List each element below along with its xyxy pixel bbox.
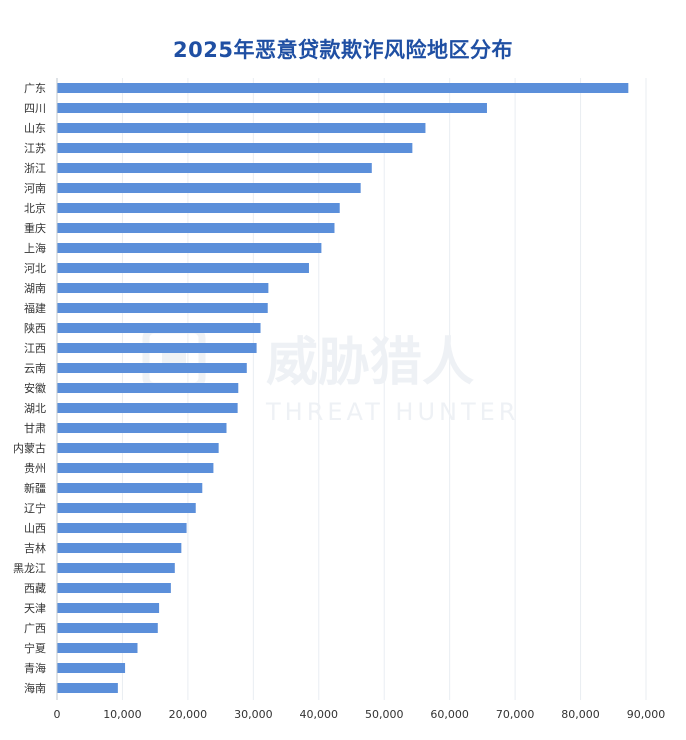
category-label: 云南 xyxy=(24,362,46,375)
bar xyxy=(57,503,196,513)
category-labels: 广东四川山东江苏浙江河南北京重庆上海河北湖南福建陕西江西云南安徽湖北甘肃内蒙古贵… xyxy=(13,82,46,695)
category-label: 西藏 xyxy=(24,582,46,595)
category-label: 山东 xyxy=(24,122,46,135)
bar xyxy=(57,383,239,393)
category-label: 甘肃 xyxy=(24,422,46,435)
bar xyxy=(57,243,322,253)
category-label: 安徽 xyxy=(24,381,46,395)
bar xyxy=(57,523,187,533)
bar xyxy=(57,223,335,233)
x-tick-label: 90,000 xyxy=(627,708,666,721)
category-label: 湖南 xyxy=(24,282,46,295)
x-tick-label: 60,000 xyxy=(430,708,469,721)
category-label: 陕西 xyxy=(24,321,46,335)
bar xyxy=(57,83,629,93)
bar xyxy=(57,343,257,353)
category-label: 浙江 xyxy=(24,162,46,175)
bar xyxy=(57,443,219,453)
bar xyxy=(57,603,160,613)
watermark-logo-icon xyxy=(142,326,206,390)
chart-title: 2025年恶意贷款欺诈风险地区分布 xyxy=(173,38,513,62)
bar xyxy=(57,683,118,693)
category-label: 海南 xyxy=(24,681,46,695)
bar xyxy=(57,663,126,673)
bars xyxy=(57,83,629,693)
x-tick-label: 40,000 xyxy=(300,708,339,721)
bar xyxy=(57,583,171,593)
category-label: 河北 xyxy=(24,262,46,275)
bar xyxy=(57,623,158,633)
watermark-main-text: 威胁猎人 xyxy=(266,333,474,393)
category-label: 四川 xyxy=(24,102,46,115)
category-label: 江苏 xyxy=(24,142,46,155)
bar xyxy=(57,543,182,553)
bar xyxy=(57,563,175,573)
bar xyxy=(57,103,487,113)
bar xyxy=(57,163,372,173)
x-axis-ticks: 0 10,000 20,000 30,000 40,000 50,000 60,000 70,… xyxy=(54,708,666,721)
bar xyxy=(57,323,261,333)
watermark-sub-text: THREAT HUNTER xyxy=(265,398,519,426)
category-label: 贵州 xyxy=(24,462,46,475)
category-label: 新疆 xyxy=(24,481,46,495)
x-tick-label: 70,000 xyxy=(496,708,535,721)
bar xyxy=(57,123,426,133)
category-label: 青海 xyxy=(24,661,46,675)
category-label: 上海 xyxy=(24,241,46,255)
category-label: 内蒙古 xyxy=(13,441,46,455)
x-tick-label: 30,000 xyxy=(234,708,273,721)
category-label: 福建 xyxy=(24,301,46,315)
x-tick-label: 80,000 xyxy=(561,708,600,721)
category-label: 北京 xyxy=(24,201,46,215)
category-label: 河南 xyxy=(24,182,46,195)
bar xyxy=(57,483,203,493)
bar xyxy=(57,363,247,373)
category-label: 黑龙江 xyxy=(13,562,46,575)
x-tick-label: 50,000 xyxy=(365,708,404,721)
category-label: 辽宁 xyxy=(24,501,46,515)
bar xyxy=(57,183,361,193)
x-tick-label: 0 xyxy=(54,708,61,721)
bar xyxy=(57,283,269,293)
category-label: 重庆 xyxy=(24,221,46,235)
category-label: 广西 xyxy=(24,622,46,635)
category-label: 广东 xyxy=(24,82,46,95)
bar xyxy=(57,643,138,653)
bar xyxy=(57,203,340,213)
bar xyxy=(57,303,268,313)
bar xyxy=(57,423,227,433)
x-tick-label: 20,000 xyxy=(169,708,208,721)
category-label: 江西 xyxy=(24,342,46,355)
bar xyxy=(57,143,413,153)
category-label: 宁夏 xyxy=(24,641,46,655)
category-label: 山西 xyxy=(24,522,46,535)
bar xyxy=(57,463,214,473)
category-label: 天津 xyxy=(24,602,46,615)
bar xyxy=(57,403,238,413)
category-label: 湖北 xyxy=(24,402,46,415)
bar xyxy=(57,263,309,273)
x-tick-label: 10,000 xyxy=(103,708,142,721)
category-label: 吉林 xyxy=(24,541,46,555)
